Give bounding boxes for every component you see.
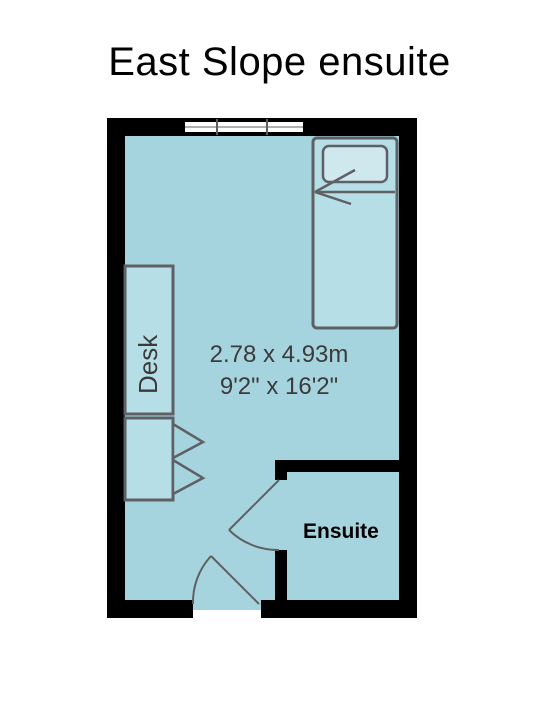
floor-plan: Desk 2.78 x 4.93m 9'2" x 16'2" Ensuite xyxy=(107,118,417,618)
wall-top-right xyxy=(303,118,417,136)
wall-bottom-left xyxy=(107,600,193,618)
desk-label: Desk xyxy=(133,334,163,394)
dimensions-imperial: 9'2" x 16'2" xyxy=(220,373,338,400)
ensuite-label: Ensuite xyxy=(303,520,379,543)
page-title: East Slope ensuite xyxy=(0,40,559,85)
window xyxy=(185,118,303,136)
floorplan-svg: Desk 2.78 x 4.93m 9'2" x 16'2" Ensuite xyxy=(107,118,417,618)
dimensions-metric: 2.78 x 4.93m xyxy=(210,341,349,368)
wall-right xyxy=(399,118,417,618)
wall-left xyxy=(107,118,125,618)
wall-top-left xyxy=(107,118,185,136)
bed xyxy=(313,138,397,328)
